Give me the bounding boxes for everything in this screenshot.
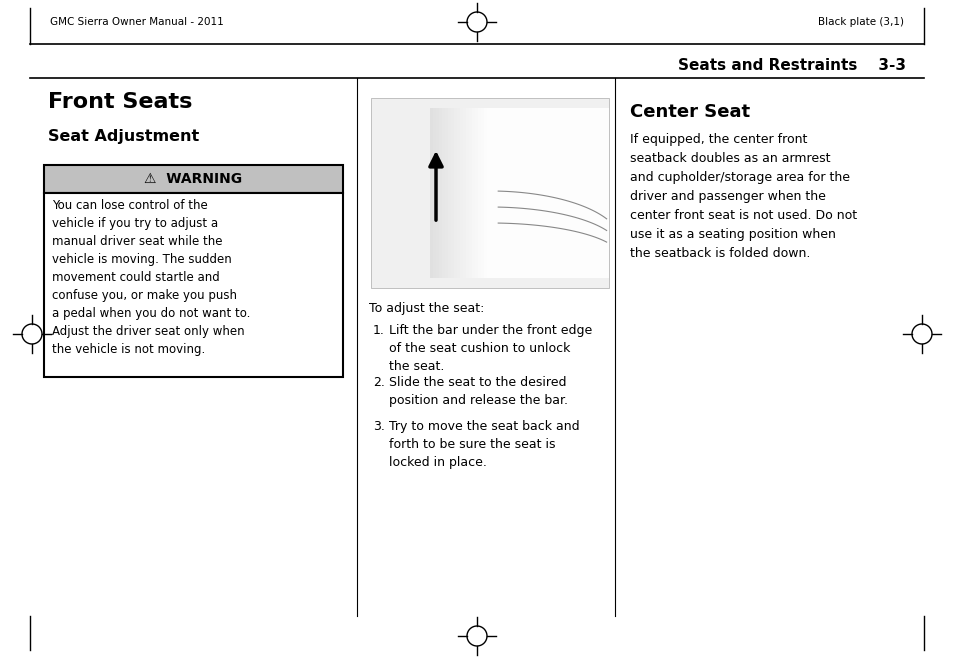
Text: 2.: 2.	[373, 376, 384, 389]
Bar	[478, 108, 608, 278]
Text: Seat Adjustment: Seat Adjustment	[48, 129, 199, 144]
Bar	[487, 108, 608, 278]
Bar	[481, 108, 608, 278]
Text: Center Seat: Center Seat	[629, 103, 749, 121]
Bar	[454, 108, 608, 278]
Bar	[448, 108, 608, 278]
Text: If equipped, the center front
seatback doubles as an armrest
and cupholder/stora: If equipped, the center front seatback d…	[629, 133, 856, 260]
Bar	[433, 108, 608, 278]
Bar	[445, 108, 608, 278]
Bar	[484, 108, 608, 278]
Text: 3.: 3.	[373, 420, 384, 433]
Text: Try to move the seat back and
forth to be sure the seat is
locked in place.: Try to move the seat back and forth to b…	[389, 420, 579, 469]
Bar	[463, 108, 608, 278]
Bar	[44, 193, 343, 377]
Bar	[469, 108, 608, 278]
Text: Slide the seat to the desired
position and release the bar.: Slide the seat to the desired position a…	[389, 376, 567, 407]
Bar	[430, 108, 608, 278]
Bar	[436, 108, 608, 278]
Bar	[457, 108, 608, 278]
Bar	[460, 108, 608, 278]
Text: Front Seats: Front Seats	[48, 92, 193, 112]
Bar	[439, 108, 608, 278]
Bar	[442, 108, 608, 278]
Text: ⚠  WARNING: ⚠ WARNING	[144, 172, 242, 186]
Text: You can lose control of the
vehicle if you try to adjust a
manual driver seat wh: You can lose control of the vehicle if y…	[52, 199, 250, 356]
Text: To adjust the seat:: To adjust the seat:	[369, 302, 484, 315]
Text: Lift the bar under the front edge
of the seat cushion to unlock
the seat.: Lift the bar under the front edge of the…	[389, 324, 592, 373]
Bar	[451, 108, 608, 278]
Text: 1.: 1.	[373, 324, 384, 337]
Bar	[371, 98, 608, 288]
Bar	[466, 108, 608, 278]
Text: Black plate (3,1): Black plate (3,1)	[817, 17, 903, 27]
Bar	[472, 108, 608, 278]
Text: Seats and Restraints    3-3: Seats and Restraints 3-3	[678, 57, 905, 73]
Text: GMC Sierra Owner Manual - 2011: GMC Sierra Owner Manual - 2011	[50, 17, 224, 27]
Bar	[475, 108, 608, 278]
Bar	[44, 165, 343, 193]
